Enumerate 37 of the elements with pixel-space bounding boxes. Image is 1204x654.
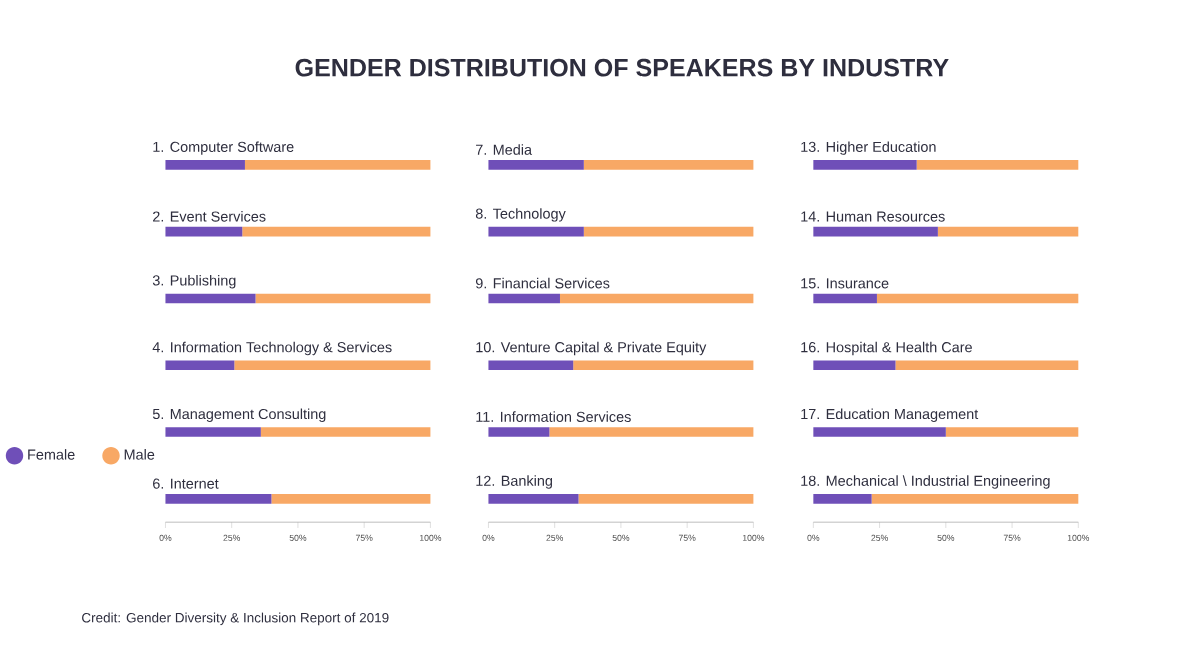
bar xyxy=(165,293,256,304)
bar xyxy=(871,494,1079,504)
bar xyxy=(165,494,272,504)
bar xyxy=(583,160,754,170)
bar xyxy=(488,494,579,504)
bar xyxy=(578,494,754,504)
bar xyxy=(488,293,560,304)
bar xyxy=(583,227,754,237)
bar xyxy=(242,227,431,237)
bar xyxy=(165,160,245,170)
bar xyxy=(488,160,584,170)
bar xyxy=(813,160,917,170)
bar xyxy=(876,293,1079,304)
bar xyxy=(271,494,431,504)
bar xyxy=(813,427,946,438)
bar xyxy=(165,227,243,237)
bar xyxy=(916,160,1079,170)
bar xyxy=(260,427,431,438)
bar xyxy=(488,427,550,438)
bar xyxy=(813,293,877,304)
bar xyxy=(165,427,261,438)
bar xyxy=(559,293,754,304)
bar xyxy=(895,360,1079,371)
text: GENDER DISTRIBUTION OF SPEAKERS BY INDUSTRY xyxy=(295,58,949,77)
bar xyxy=(813,494,872,504)
bar xyxy=(945,427,1079,438)
bar xyxy=(937,227,1079,237)
bar xyxy=(488,227,584,237)
bar xyxy=(549,427,754,438)
bar xyxy=(234,360,431,371)
bar xyxy=(813,227,938,237)
bar xyxy=(165,360,235,371)
bar xyxy=(255,293,431,304)
bar xyxy=(244,160,431,170)
bar xyxy=(813,360,896,371)
bar xyxy=(573,360,754,371)
bar xyxy=(488,360,574,371)
